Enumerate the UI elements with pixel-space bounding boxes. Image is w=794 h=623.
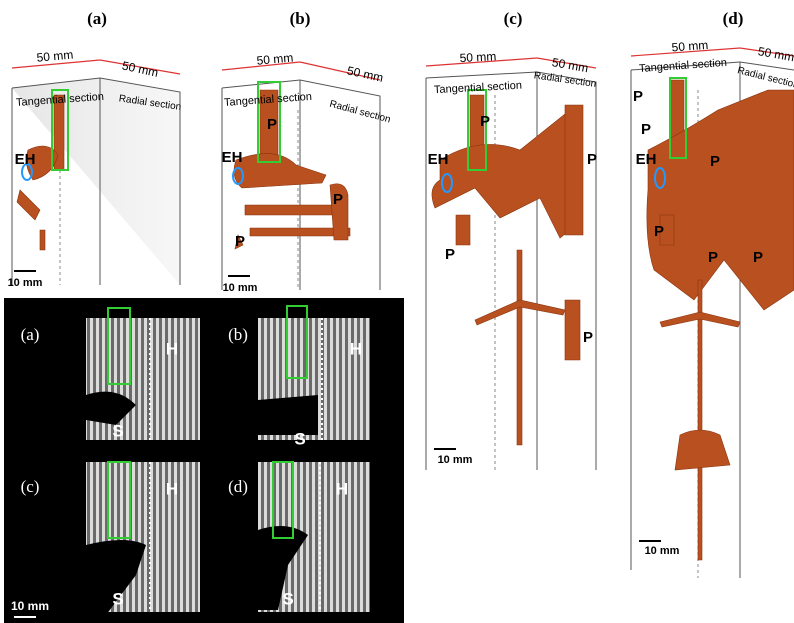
inset-h: H (350, 339, 362, 358)
marker-label: EH (222, 149, 243, 166)
inset-s: S (112, 421, 123, 440)
scale-label: 10 mm (645, 545, 680, 557)
marker-label: EH (636, 151, 657, 168)
inset-s: S (294, 429, 305, 448)
marker-label: P (445, 246, 455, 263)
figure: (a) 50 mm 50 mm Tangential section Radial se… (0, 0, 794, 623)
marker-label: P (583, 329, 593, 346)
marker-label: P (654, 223, 664, 240)
marker-label: P (708, 249, 718, 266)
marker-label: P (710, 153, 720, 170)
scale-label: 10 mm (438, 454, 473, 466)
panel-label: (c) (504, 9, 523, 28)
marker-label: P (480, 113, 490, 130)
inset-label: (c) (21, 477, 40, 496)
inset-label: (b) (228, 325, 248, 344)
marker-label: P (633, 88, 643, 105)
marker-label: P (235, 233, 245, 250)
inset-h: H (166, 339, 178, 358)
inset-label: (a) (21, 325, 40, 344)
inset-h: H (336, 479, 348, 498)
marker-label: P (587, 151, 597, 168)
inset-h: H (166, 479, 178, 498)
width-label: 50 mm (36, 48, 74, 65)
inset-label: (d) (228, 477, 248, 496)
width-label: 50 mm (256, 51, 294, 68)
width-label: 50 mm (459, 49, 496, 65)
panel-label: (d) (723, 9, 744, 28)
tangential-label: Tangential section (434, 80, 523, 97)
marker-label: EH (428, 151, 449, 168)
panel-label: (a) (87, 9, 107, 28)
inset-s: S (282, 589, 293, 608)
inset-s: S (112, 589, 123, 608)
marker-label: P (333, 191, 343, 208)
width-label: 50 mm (671, 38, 709, 55)
inset-scale-label: 10 mm (11, 599, 49, 613)
tangential-label: Tangential section (639, 57, 728, 75)
depth-label: 50 mm (551, 55, 590, 75)
radial-label: Radial section (328, 99, 392, 126)
depth-label: 50 mm (346, 64, 385, 85)
marker-label: P (267, 116, 277, 133)
scale-label: 10 mm (8, 277, 43, 289)
depth-label: 50 mm (121, 59, 160, 80)
depth-label: 50 mm (757, 44, 794, 64)
marker-label: EH (15, 151, 36, 168)
marker-label: P (753, 249, 763, 266)
marker-label: P (641, 121, 651, 138)
panel-label: (b) (290, 9, 311, 28)
scale-label: 10 mm (223, 282, 258, 294)
